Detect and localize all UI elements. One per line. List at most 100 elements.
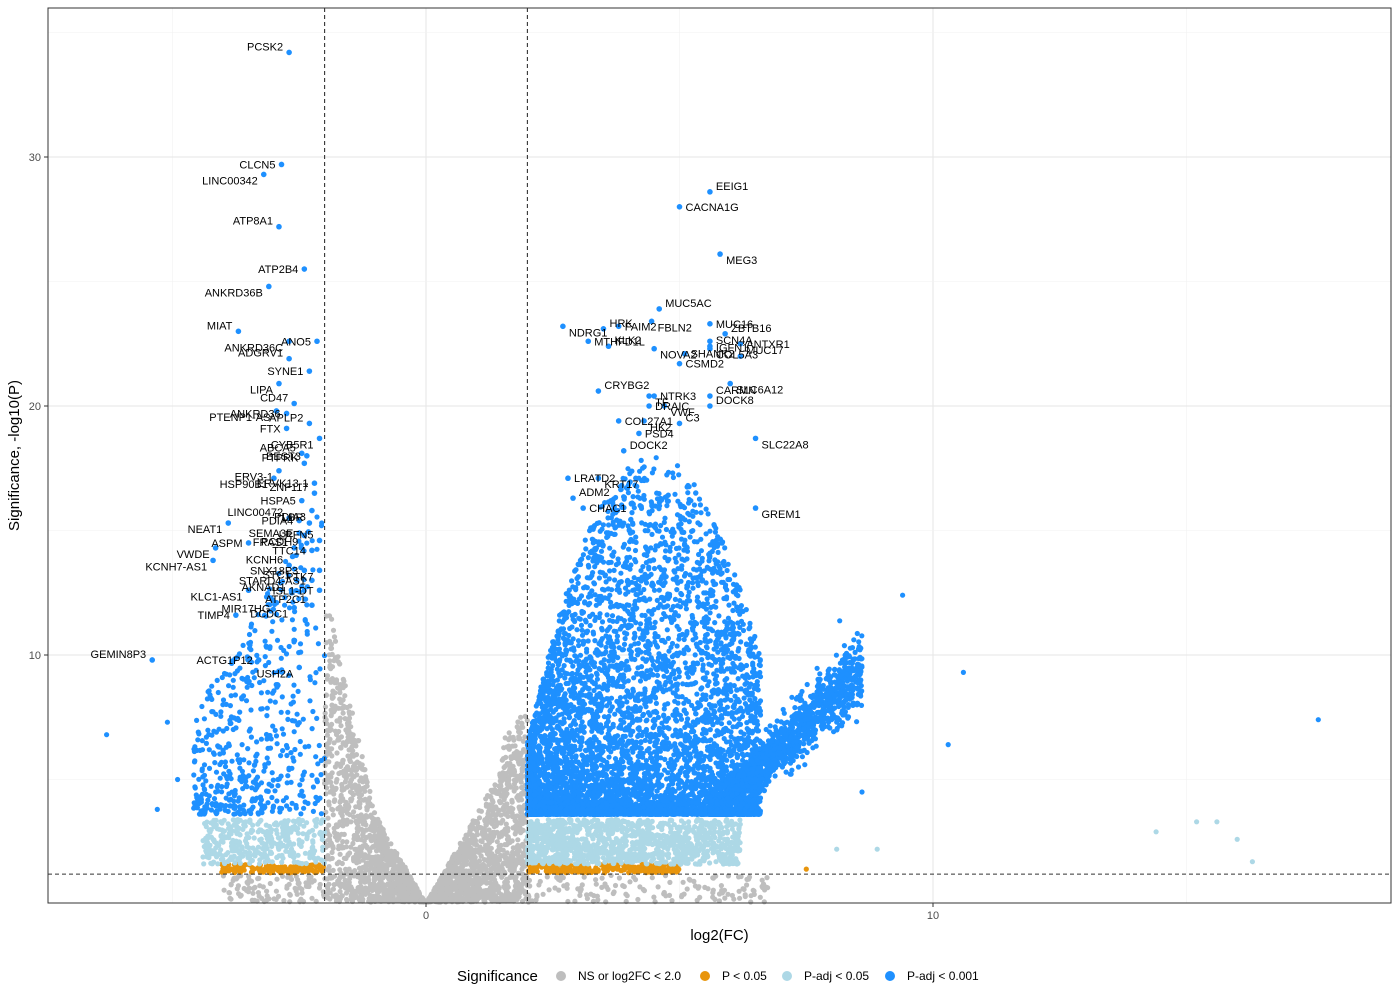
ns-point <box>406 885 412 891</box>
ns-point <box>705 886 711 892</box>
padj05-point <box>533 822 539 828</box>
ns-point <box>338 745 344 751</box>
ns-point <box>271 896 277 902</box>
padj05-point <box>656 832 662 839</box>
padj05-point <box>607 831 613 838</box>
ns-point <box>327 737 333 743</box>
padj05-point <box>701 827 708 833</box>
padj05-point <box>627 856 634 862</box>
padj05-point <box>301 823 307 829</box>
padj05-point <box>291 850 297 856</box>
ns-point <box>504 744 510 750</box>
ns-point <box>398 860 404 866</box>
padj05-point <box>551 818 557 824</box>
ns-point <box>338 770 344 776</box>
ns-point <box>273 888 279 894</box>
ns-point <box>358 884 364 891</box>
padj05-point <box>683 830 689 836</box>
padj05-point <box>279 859 285 865</box>
padj05-point <box>644 861 650 867</box>
ns-point <box>397 883 403 890</box>
ns-point <box>387 882 393 888</box>
ns-point <box>460 841 467 847</box>
padj05-point <box>201 861 207 867</box>
padj05-point <box>646 831 652 837</box>
ns-point <box>499 866 505 872</box>
ns-point <box>336 859 342 865</box>
padj05-point <box>566 857 572 864</box>
ns-point <box>561 883 567 889</box>
padj05-point <box>657 821 664 827</box>
ns-point <box>729 892 736 899</box>
padj05-point <box>289 827 295 833</box>
ns-point <box>309 895 315 901</box>
ns-point <box>332 638 339 644</box>
padj05-point <box>656 852 662 858</box>
padj05-point <box>304 836 310 842</box>
padj05-point <box>537 850 543 856</box>
padj05-point <box>302 850 308 856</box>
p-point <box>292 866 298 872</box>
ns-point <box>476 815 483 821</box>
ns-point <box>511 777 517 783</box>
ns-point <box>379 898 385 904</box>
padj05-point <box>232 860 238 866</box>
padj05-point <box>589 823 596 830</box>
ns-point <box>757 894 763 900</box>
ns-point <box>359 754 365 760</box>
p-point <box>627 866 633 872</box>
padj05-point <box>243 835 249 841</box>
padj05-point <box>239 846 245 852</box>
ns-point <box>669 898 675 904</box>
ns-point <box>351 832 357 839</box>
ns-point <box>344 821 350 827</box>
padj05-point <box>616 853 622 859</box>
ns-point <box>581 874 587 880</box>
padj05-point <box>627 847 633 853</box>
ns-point <box>375 816 381 823</box>
p-point <box>258 866 264 872</box>
ns-point <box>342 779 348 785</box>
ns-point <box>230 877 236 884</box>
ns-point <box>358 879 364 885</box>
ns-point <box>293 888 299 894</box>
ns-point <box>466 841 472 847</box>
padj05-point <box>614 817 621 823</box>
padj001-point <box>630 494 636 500</box>
padj05-point <box>285 818 291 824</box>
padj05-point <box>635 831 642 837</box>
padj05-point <box>642 853 648 860</box>
ns-point <box>402 879 408 885</box>
padj05-point <box>549 847 555 853</box>
ns-point <box>346 887 352 893</box>
ns-point <box>741 886 747 893</box>
padj05-point <box>679 842 685 848</box>
padj05-point <box>694 841 701 848</box>
ns-point <box>335 878 341 884</box>
padj05-point <box>248 858 254 864</box>
p-point <box>220 866 226 872</box>
ns-point <box>349 710 355 716</box>
ns-point <box>502 855 509 862</box>
ns-point <box>464 893 470 899</box>
padj05-point <box>250 845 256 851</box>
padj05-point <box>649 858 655 864</box>
ns-point <box>397 870 403 877</box>
padj05-point <box>688 856 694 862</box>
ns-point <box>475 863 482 870</box>
padj05-point <box>257 827 263 833</box>
ns-point <box>410 880 416 886</box>
ns-point <box>284 885 290 891</box>
padj05-point <box>553 841 559 847</box>
ns-point <box>478 853 484 859</box>
p-point <box>674 867 680 873</box>
ns-point <box>446 866 452 872</box>
ns-point <box>517 736 523 742</box>
ns-point <box>624 893 630 899</box>
padj05-point <box>309 848 315 854</box>
p-point <box>564 865 570 871</box>
ns-point <box>337 867 343 873</box>
ns-point <box>346 767 352 773</box>
ns-point <box>355 790 361 797</box>
ns-point <box>360 857 366 863</box>
